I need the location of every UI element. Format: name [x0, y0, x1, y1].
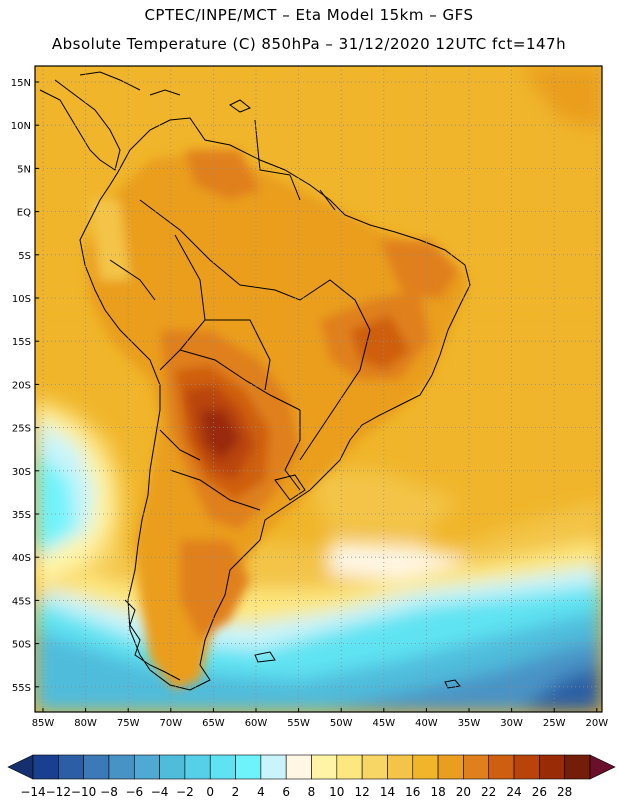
lon-tick-label: 55W: [287, 718, 310, 729]
lat-tick-label: 30S: [12, 467, 31, 478]
colorbar-label: 10: [329, 785, 344, 799]
lat-tick-label: 45S: [12, 596, 31, 607]
lat-tick-label: EQ: [17, 208, 31, 219]
colorbar-label: 16: [405, 785, 420, 799]
colorbar-swatch: [463, 754, 490, 780]
colorbar-swatch: [336, 754, 363, 780]
lat-tick-label: 5S: [18, 251, 31, 262]
colorbar-label: −10: [71, 785, 96, 799]
colorbar-label: −8: [100, 785, 118, 799]
colorbar-label: −14: [20, 785, 45, 799]
map-frame: [34, 65, 603, 713]
colorbar-label: 14: [380, 785, 395, 799]
colorbar-swatch: [488, 754, 515, 780]
colorbar-swatch: [32, 754, 59, 780]
colorbar-swatch: [159, 754, 186, 780]
lon-tick-label: 45W: [372, 718, 395, 729]
colorbar-min-arrow: [7, 754, 34, 780]
colorbar-label: 2: [232, 785, 240, 799]
lat-tick-label: 55S: [12, 683, 31, 694]
lat-tick-label: 20S: [12, 380, 31, 391]
chart-title: CPTEC/INPE/MCT – Eta Model 15km – GFS: [144, 6, 474, 24]
lon-tick-label: 70W: [159, 718, 182, 729]
colorbar-swatch: [361, 754, 388, 780]
lon-tick-label: 85W: [32, 718, 55, 729]
chart-subtitle: Absolute Temperature (C) 850hPa – 31/12/…: [51, 35, 567, 53]
colorbar-swatch: [235, 754, 262, 780]
lat-lon-grid: [35, 66, 602, 712]
colorbar-label: −4: [151, 785, 169, 799]
lon-tick-label: 60W: [245, 718, 268, 729]
lat-tick-label: 15N: [11, 78, 31, 89]
colorbar-swatch: [209, 754, 236, 780]
lat-tick-label: 35S: [12, 510, 31, 521]
coastline-outline: [39, 71, 471, 691]
colorbar-label: 18: [430, 785, 445, 799]
lon-tick-label: 50W: [330, 718, 353, 729]
lat-tick-label: 10S: [12, 294, 31, 305]
lon-tick-label: 25W: [543, 718, 566, 729]
lat-tick-label: 50S: [12, 640, 31, 651]
lat-tick-label: 15S: [12, 337, 31, 348]
colorbar-label: 4: [257, 785, 265, 799]
lat-tick-label: 10N: [11, 121, 31, 132]
colorbar-swatch: [285, 754, 312, 780]
temperature-field: [35, 66, 602, 712]
lat-tick-label: 40S: [12, 553, 31, 564]
colorbar-label: 0: [206, 785, 214, 799]
lon-tick-label: 75W: [117, 718, 140, 729]
colorbar: −14 −12 −10 −8 −6 −4 −2 0 2 4 6 8 10 12 14 16 18 20 22 24 26…: [7, 754, 616, 799]
colorbar-max-arrow: [589, 754, 616, 780]
colorbar-label: −2: [176, 785, 194, 799]
colorbar-label: 28: [557, 785, 572, 799]
lon-tick-label: 40W: [415, 718, 438, 729]
colorbar-label: 12: [354, 785, 369, 799]
colorbar-label: 8: [308, 785, 316, 799]
colorbar-label: 24: [506, 785, 521, 799]
colorbar-label: 20: [456, 785, 471, 799]
colorbar-swatch: [260, 754, 287, 780]
colorbar-swatch: [539, 754, 565, 780]
colorbar-label: −12: [46, 785, 71, 799]
colorbar-swatch: [184, 754, 211, 780]
colorbar-label: 6: [282, 785, 290, 799]
colorbar-swatch: [564, 754, 591, 780]
colorbar-label: 26: [532, 785, 547, 799]
lon-tick-label: 30W: [500, 718, 523, 729]
lon-tick-label: 20W: [585, 718, 608, 729]
colorbar-swatch: [108, 754, 135, 780]
lat-tick-label: 5N: [17, 164, 31, 175]
lon-tick-label: 35W: [458, 718, 481, 729]
lat-tick-label: 25S: [12, 424, 31, 435]
colorbar-swatch: [133, 754, 160, 780]
colorbar-swatch: [58, 754, 84, 780]
colorbar-label: 22: [481, 785, 496, 799]
lon-tick-label: 80W: [74, 718, 97, 729]
colorbar-swatch: [83, 754, 110, 780]
lon-tick-label: 65W: [202, 718, 225, 729]
colorbar-swatch: [311, 754, 338, 780]
colorbar-label: −6: [125, 785, 143, 799]
colorbar-swatch: [387, 754, 414, 780]
colorbar-swatch: [412, 754, 439, 780]
colorbar-swatch: [513, 754, 540, 780]
colorbar-swatch: [437, 754, 464, 780]
